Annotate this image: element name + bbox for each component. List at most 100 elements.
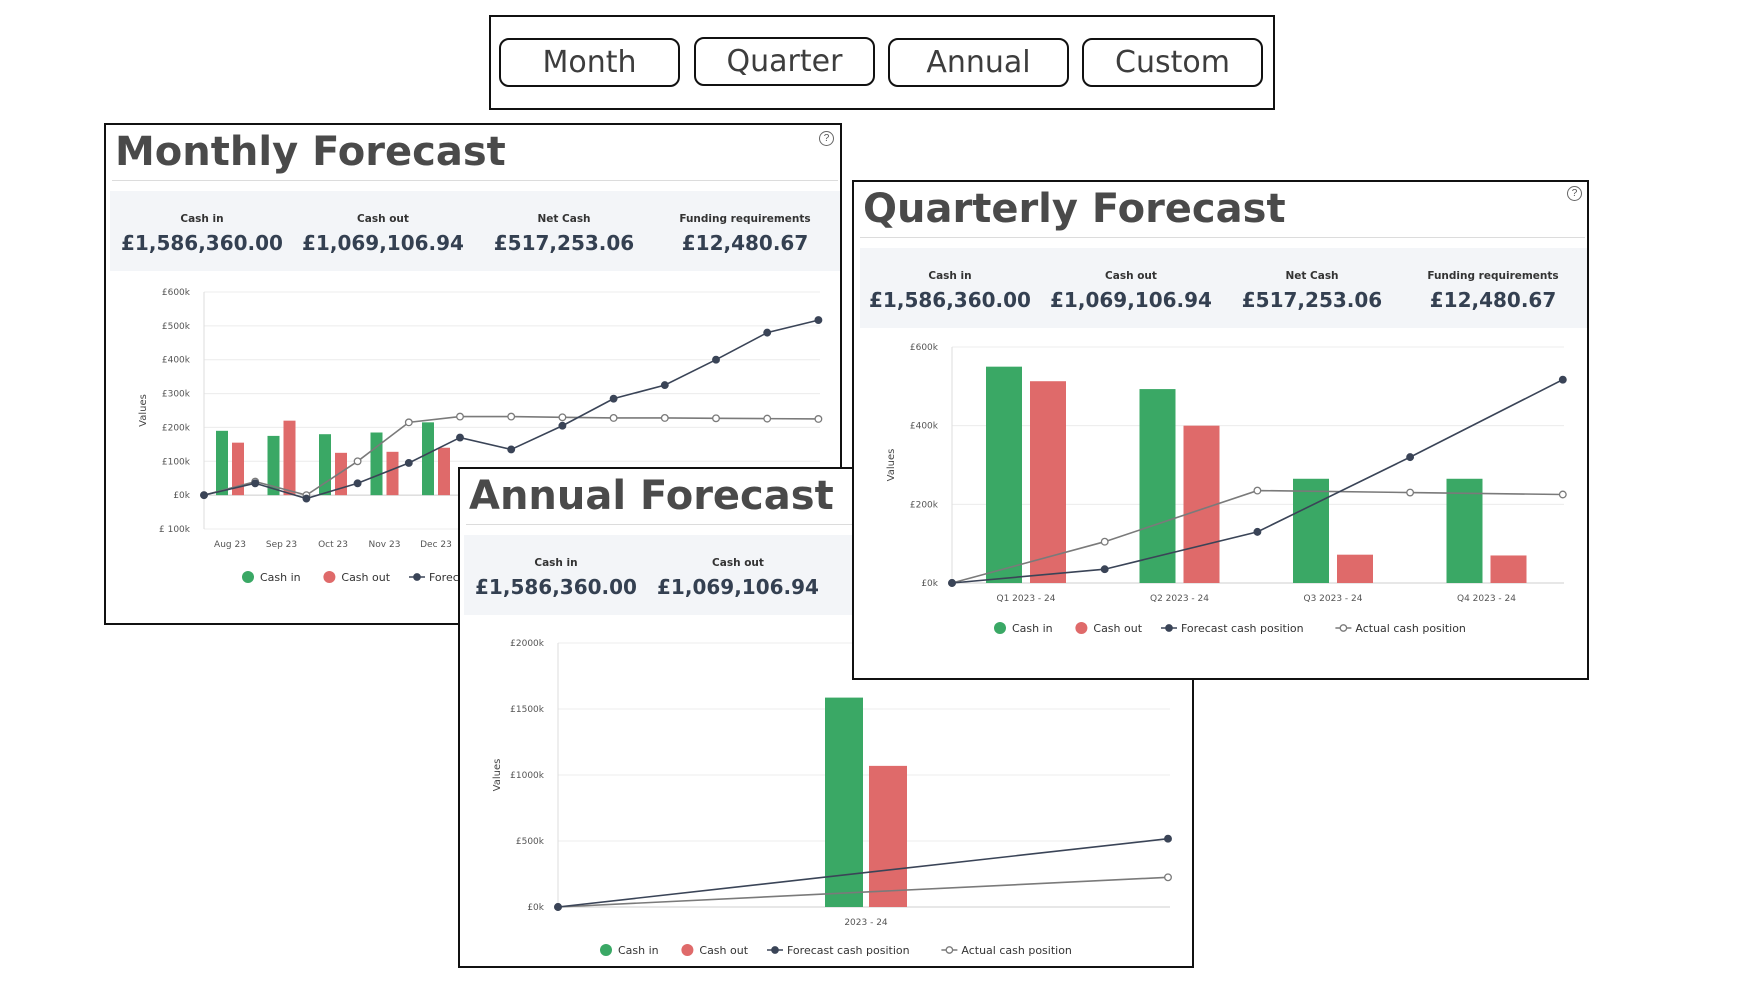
forecast-cash-point <box>456 433 464 442</box>
forecast-cash-point <box>1164 834 1172 843</box>
x-tick-label: Sep 23 <box>266 540 297 550</box>
cash-out-legend-label: Cash out <box>1093 622 1142 635</box>
kpi-value: £1,069,106.94 <box>657 575 819 599</box>
forecast-cash-point <box>554 903 562 911</box>
forecast-cash-point <box>814 316 823 325</box>
cash-in-bar <box>267 435 280 496</box>
custom-button[interactable]: Custom <box>1082 38 1263 87</box>
help-icon[interactable]: ? <box>819 131 834 146</box>
kpi-label: Cash out <box>712 557 764 569</box>
annual-chart: £2000k £1500k £1000k £500k £0k Values 2023 - 2… <box>492 639 1172 957</box>
cash-in-legend-label: Cash in <box>260 571 301 584</box>
forecast-legend-marker <box>771 946 779 954</box>
cash-out-bar <box>386 451 399 496</box>
actual-cash-point <box>1558 490 1567 499</box>
kpi-value: £12,480.67 <box>681 231 809 255</box>
actual-cash-point <box>353 457 362 466</box>
cash-out-bar <box>283 420 296 496</box>
cash-out-legend-marker <box>323 571 336 583</box>
kpi-summary: Cash in £1,586,360.00 Cash out £1,069,10… <box>110 191 840 271</box>
cash-out-bar <box>232 442 244 496</box>
cash-in-legend-label: Cash in <box>1012 622 1053 635</box>
y-tick-label: £200k <box>162 423 191 433</box>
y-tick-label: £400k <box>910 422 939 432</box>
kpi-label: Cash in <box>928 270 972 282</box>
y-axis-title: Values <box>138 394 149 427</box>
actual-cash-point <box>1406 488 1415 497</box>
actual-cash-line <box>557 876 1169 908</box>
kpi-label: Cash in <box>534 557 578 569</box>
x-tick-label: Q4 2023 - 24 <box>1457 594 1516 604</box>
forecast-legend-label: Forecast cash position <box>1181 622 1304 635</box>
cash-in-bar <box>1446 478 1483 583</box>
actual-cash-point <box>507 412 516 421</box>
title-divider <box>860 237 1585 238</box>
cash-in-bar <box>1139 389 1176 583</box>
cash-in-bar <box>986 366 1022 583</box>
cash-out-bar <box>1183 425 1220 583</box>
x-tick-label: Oct 23 <box>318 540 348 550</box>
quarterly-forecast-panel: Quarterly Forecast ? Cash in £1,586,360.… <box>852 180 1589 680</box>
forecast-cash-point <box>712 355 720 364</box>
cash-out-legend-marker <box>681 944 694 956</box>
forecast-cash-point <box>1253 527 1262 536</box>
kpi-label: Funding requirements <box>1427 270 1559 282</box>
y-tick-label: £600k <box>162 288 191 298</box>
y-tick-label: £200k <box>910 500 939 510</box>
y-tick-label: £300k <box>162 390 191 400</box>
cash-in-bar <box>422 422 434 496</box>
actual-cash-point <box>1253 486 1262 495</box>
kpi-label: Cash out <box>1105 270 1157 282</box>
forecast-cash-point <box>1558 375 1567 384</box>
cash-out-legend-marker <box>1075 622 1088 634</box>
actual-legend-marker <box>945 946 954 954</box>
actual-cash-point <box>814 415 823 423</box>
cash-out-bar <box>1337 554 1373 583</box>
cash-in-legend-marker <box>600 944 612 956</box>
forecast-cash-point <box>948 579 956 587</box>
kpi-value: £1,586,360.00 <box>121 231 283 255</box>
forecast-legend-marker <box>413 573 421 581</box>
cash-out-bar <box>438 447 450 496</box>
quarter-button[interactable]: Quarter <box>694 37 875 86</box>
kpi-value: £1,586,360.00 <box>475 575 637 599</box>
monthly-chart: £600k £500k £400k £300k £200k £100k £0k £ 100k V… <box>138 288 823 584</box>
forecast-cash-point <box>763 328 772 337</box>
y-tick-label: £2000k <box>510 639 545 649</box>
actual-cash-point <box>456 412 464 421</box>
actual-cash-point <box>660 413 669 422</box>
y-tick-label: £0k <box>527 903 544 913</box>
kpi-label: Cash in <box>180 213 224 225</box>
forecast-legend-label: Forecast cash position <box>787 944 910 957</box>
cash-in-bar <box>825 697 863 907</box>
kpi-value: £517,253.06 <box>493 231 635 255</box>
actual-legend-marker <box>1339 624 1348 632</box>
x-tick-label: Q2 2023 - 24 <box>1150 594 1209 604</box>
help-icon[interactable]: ? <box>1567 186 1582 201</box>
y-tick-label: £0k <box>173 491 190 501</box>
y-axis-title: Values <box>492 759 503 792</box>
month-button[interactable]: Month <box>499 38 680 87</box>
cash-out-bar <box>1490 555 1527 583</box>
cash-out-bar <box>1030 381 1066 583</box>
kpi-value: £1,069,106.94 <box>302 231 464 255</box>
kpi-label: Funding requirements <box>679 213 811 225</box>
cash-out-bar <box>335 452 347 496</box>
title-divider <box>112 180 838 181</box>
y-axis-title: Values <box>886 449 897 482</box>
quarterly-title: Quarterly Forecast <box>863 186 1286 232</box>
title-divider <box>466 524 1190 525</box>
actual-legend-label: Actual cash position <box>1355 622 1466 635</box>
annual-button[interactable]: Annual <box>888 38 1069 87</box>
x-tick-label: Aug 23 <box>214 540 246 550</box>
y-tick-label: £0k <box>921 579 938 589</box>
annual-title: Annual Forecast <box>469 473 834 519</box>
y-tick-label: £1000k <box>510 771 545 781</box>
y-tick-label: £600k <box>910 343 939 353</box>
actual-cash-point <box>712 414 720 423</box>
actual-cash-point <box>558 413 567 422</box>
forecast-cash-point <box>558 421 567 430</box>
kpi-label: Cash out <box>357 213 409 225</box>
x-tick-label: Nov 23 <box>369 540 401 550</box>
kpi-value: £517,253.06 <box>1241 288 1383 312</box>
